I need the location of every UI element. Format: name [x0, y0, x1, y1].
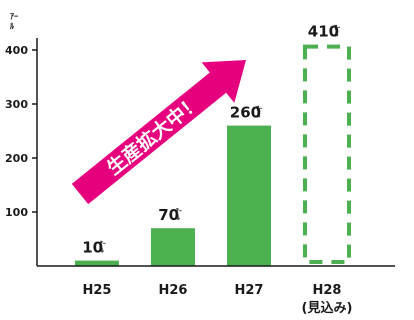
- bar: [75, 260, 119, 266]
- value-label: 260: [230, 104, 261, 122]
- value-label: 410: [308, 23, 339, 41]
- y-unit-label: ｱｰ: [10, 12, 18, 21]
- y-axis: 100 200 300 400: [5, 38, 38, 266]
- y-tick-label: 400: [5, 44, 28, 57]
- value-unit-top: ｱｰ: [256, 106, 262, 113]
- y-tick-label: 200: [5, 152, 28, 165]
- y-tick-label: 100: [5, 206, 28, 219]
- y-tick-label: 300: [5, 98, 28, 111]
- x-tick-label: H28: [313, 283, 342, 298]
- value-label: 70: [158, 206, 179, 224]
- arrow-annotation: 生産拡大中！: [102, 90, 205, 180]
- value-unit-bottom: ﾙ: [256, 113, 261, 120]
- x-tick-label: H26: [159, 283, 188, 298]
- bars-group: [75, 44, 351, 266]
- bar: [227, 125, 271, 266]
- value-unit-bottom: ﾙ: [334, 32, 339, 39]
- x-tick-label: H25: [83, 283, 112, 298]
- arrow-shape: [71, 59, 247, 205]
- x-tick-label: H27: [235, 283, 264, 298]
- value-unit-top: ｱｰ: [334, 25, 340, 32]
- y-unit-label-2: ﾙ: [9, 22, 15, 31]
- value-label: 10: [82, 239, 103, 257]
- bar-projected: [303, 44, 351, 264]
- y-axis-unit-label: ｱｰﾙ: [9, 12, 18, 31]
- bar: [151, 228, 195, 266]
- value-unit-bottom: ﾙ: [100, 248, 105, 255]
- x-axis: H25 H26 H27 H28 (見込み): [37, 265, 395, 316]
- value-unit-bottom: ﾙ: [176, 215, 181, 222]
- value-unit-top: ｱｰ: [100, 241, 106, 248]
- x-tick-note: (見込み): [302, 300, 353, 316]
- value-unit-top: ｱｰ: [176, 208, 182, 215]
